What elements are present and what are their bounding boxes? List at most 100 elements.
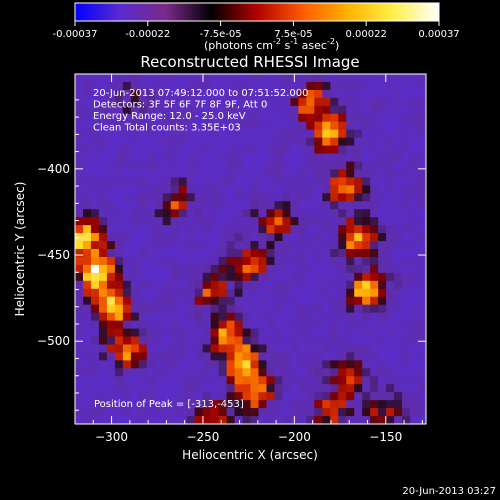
- heatmap-cell: [322, 74, 331, 83]
- heatmap-cell: [338, 408, 347, 417]
- heatmap-cell: [234, 272, 244, 282]
- heatmap-cell: [194, 217, 204, 226]
- heatmap-cell: [354, 153, 363, 162]
- heatmap-cell: [378, 320, 387, 330]
- heatmap-cell: [98, 264, 108, 274]
- heatmap-cell: [314, 209, 323, 218]
- heatmap-cell: [346, 352, 355, 361]
- heatmap-cell: [210, 392, 220, 401]
- heatmap-cell: [242, 193, 251, 202]
- heatmap-cell: [75, 384, 84, 393]
- heatmap-cell: [386, 280, 395, 290]
- heatmap-cell: [218, 296, 228, 306]
- heatmap-cell: [75, 272, 84, 282]
- heatmap-cell: [186, 400, 196, 409]
- heatmap-cell: [306, 105, 315, 115]
- heatmap-cell: [170, 233, 180, 242]
- heatmap-cell: [378, 264, 387, 274]
- heatmap-cell: [274, 241, 283, 250]
- heatmap-cell: [266, 105, 275, 115]
- heatmap-cell: [114, 408, 124, 417]
- colorbar-tick-label: 0.00037: [418, 29, 459, 40]
- heatmap-cell: [290, 161, 299, 170]
- heatmap-cell: [258, 320, 267, 330]
- heatmap-cell: [338, 416, 347, 424]
- heatmap-cell: [298, 193, 307, 202]
- heatmap-cell: [122, 105, 132, 115]
- heatmap-cell: [394, 161, 403, 170]
- heatmap-cell: [90, 320, 100, 330]
- heatmap-cell: [266, 201, 275, 210]
- heatmap-cell: [378, 400, 387, 409]
- heatmap-cell: [330, 249, 339, 258]
- heatmap-cell: [338, 105, 347, 115]
- heatmap-cell: [146, 89, 156, 99]
- heatmap-cell: [378, 193, 387, 202]
- render-timestamp: 20-Jun-2013 03:27: [402, 486, 496, 497]
- heatmap-cell: [322, 153, 331, 162]
- heatmap-cell: [218, 74, 228, 83]
- heatmap-cell: [90, 225, 100, 234]
- heatmap-cell: [146, 384, 156, 393]
- heatmap-cell: [154, 328, 164, 337]
- heatmap-cell: [386, 233, 395, 242]
- heatmap-cell: [370, 304, 379, 314]
- heatmap-cell: [194, 344, 204, 353]
- heatmap-cell: [370, 81, 379, 91]
- heatmap-cell: [218, 225, 228, 234]
- heatmap-cell: [98, 408, 108, 417]
- heatmap-cell: [418, 312, 426, 322]
- heatmap-cell: [170, 161, 180, 170]
- heatmap-cell: [370, 296, 379, 306]
- heatmap-cell: [98, 161, 108, 170]
- heatmap-cell: [418, 336, 426, 345]
- heatmap-cell: [250, 185, 259, 194]
- heatmap-cell: [258, 113, 267, 123]
- heatmap-cell: [202, 256, 212, 266]
- heatmap-cell: [210, 280, 220, 290]
- heatmap-cell: [266, 288, 275, 298]
- heatmap-cell: [202, 376, 212, 385]
- heatmap-cell: [98, 169, 108, 178]
- heatmap-cell: [98, 336, 108, 345]
- heatmap-cell: [114, 272, 124, 282]
- heatmap-cell: [210, 225, 220, 234]
- heatmap-cell: [266, 97, 275, 107]
- heatmap-cell: [418, 81, 426, 91]
- heatmap-cell: [130, 74, 140, 83]
- heatmap-cell: [354, 129, 363, 139]
- heatmap-cell: [290, 129, 299, 139]
- heatmap-cell: [138, 153, 148, 162]
- heatmap-cell: [202, 360, 212, 369]
- heatmap-cell: [75, 193, 84, 202]
- heatmap-cell: [346, 296, 355, 306]
- heatmap-cell: [98, 320, 108, 330]
- heatmap-cell: [194, 177, 204, 186]
- heatmap-cell: [418, 296, 426, 306]
- heatmap-cell: [322, 288, 331, 298]
- heatmap-cell: [162, 177, 172, 186]
- heatmap-cell: [114, 201, 124, 210]
- heatmap-cell: [402, 121, 411, 131]
- heatmap-cell: [234, 328, 244, 337]
- heatmap-cell: [362, 256, 371, 266]
- heatmap-cell: [402, 89, 411, 99]
- heatmap-cell: [130, 264, 140, 274]
- heatmap-cell: [250, 304, 259, 314]
- heatmap-cell: [106, 105, 116, 115]
- heatmap-cell: [234, 209, 244, 218]
- heatmap-cell: [410, 169, 419, 178]
- heatmap-cell: [330, 288, 339, 298]
- heatmap-cell: [242, 376, 251, 385]
- heatmap-cell: [178, 416, 188, 424]
- heatmap-cell: [322, 241, 331, 250]
- heatmap-cell: [218, 113, 228, 123]
- heatmap-cell: [226, 304, 236, 314]
- heatmap-cell: [242, 97, 251, 107]
- heatmap-cell: [234, 376, 244, 385]
- heatmap-cell: [298, 368, 307, 377]
- heatmap-cell: [418, 408, 426, 417]
- heatmap-cell: [266, 249, 275, 258]
- heatmap-cell: [402, 129, 411, 139]
- heatmap-cell: [106, 360, 116, 369]
